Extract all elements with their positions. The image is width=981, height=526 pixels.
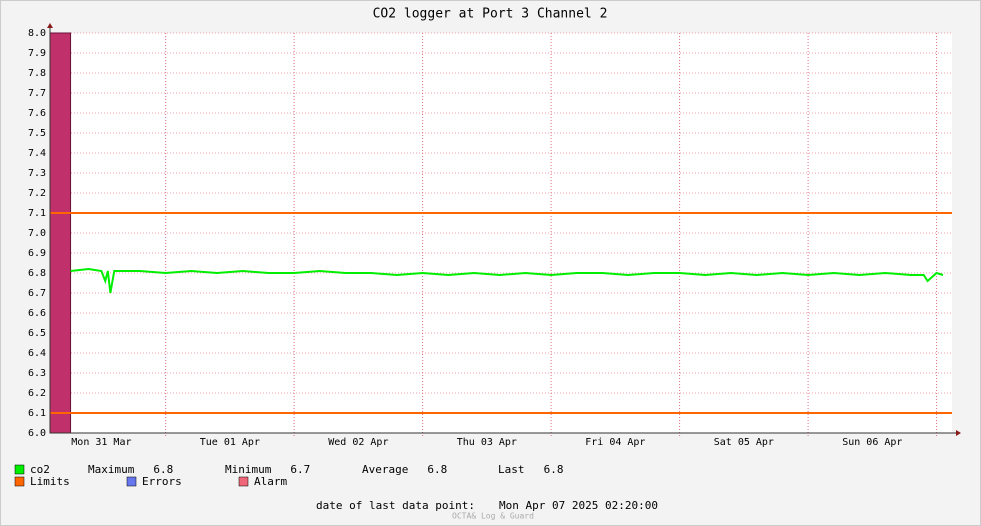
y-tick-label: 6.0 <box>28 428 46 439</box>
legend-swatch <box>14 464 25 475</box>
stat-label: Last <box>498 463 525 476</box>
y-tick-label: 6.1 <box>28 408 46 419</box>
x-tick-label: Fri 04 Apr <box>585 437 645 448</box>
x-tick-label: Sun 06 Apr <box>842 437 902 448</box>
x-tick-label: Sat 05 Apr <box>714 437 774 448</box>
x-arrow <box>956 430 961 436</box>
y-tick-label: 7.8 <box>28 68 46 79</box>
y-tick-label: 7.3 <box>28 168 46 179</box>
stat-value: 6.8 <box>427 463 447 476</box>
y-tick-label: 7.0 <box>28 228 46 239</box>
y-tick-label: 7.4 <box>28 148 46 159</box>
x-tick-label: Mon 31 Mar <box>71 437 131 448</box>
legend-swatch <box>14 476 25 487</box>
x-tick-label: Thu 03 Apr <box>457 437 517 448</box>
y-tick-label: 7.6 <box>28 108 46 119</box>
y-tick-label: 6.5 <box>28 328 46 339</box>
y-tick-label: 8.0 <box>28 28 46 39</box>
y-tick-label: 7.7 <box>28 88 46 99</box>
y-tick-label: 7.1 <box>28 208 46 219</box>
footer-value: Mon Apr 07 2025 02:20:00 <box>499 499 658 512</box>
y-tick-label: 6.6 <box>28 308 46 319</box>
stat-value: 6.7 <box>290 463 310 476</box>
watermark: OCTA& Log & Guard <box>452 512 534 521</box>
grid <box>50 32 952 436</box>
chart-title: CO2 logger at Port 3 Channel 2 <box>373 7 608 22</box>
stat-label: Maximum <box>88 463 135 476</box>
data-line <box>70 267 944 294</box>
legend-label: Alarm <box>254 475 287 488</box>
y-tick-label: 6.3 <box>28 368 46 379</box>
y-tick-label: 7.5 <box>28 128 46 139</box>
legend: co2 Maximum 6.8 Minimum 6.7 Average 6.8 Last 6.8… <box>14 463 564 488</box>
y-tick-label: 6.9 <box>28 248 46 259</box>
y-tick-label: 6.8 <box>28 268 46 279</box>
stat-value: 6.8 <box>153 463 173 476</box>
y-arrow <box>47 23 53 28</box>
stat-label: Minimum <box>225 463 272 476</box>
stat-label: Average <box>362 463 408 476</box>
x-tick-label: Tue 01 Apr <box>200 437 260 448</box>
legend-label: co2 <box>30 463 50 476</box>
legend-label: Errors <box>142 475 182 488</box>
y-tick-label: 6.2 <box>28 388 46 399</box>
legend-swatch <box>238 476 249 487</box>
marks <box>49 32 952 434</box>
y-tick-label: 7.9 <box>28 48 46 59</box>
alarm-band <box>49 32 72 434</box>
y-tick-label: 6.4 <box>28 348 46 359</box>
stat-value: 6.8 <box>544 463 564 476</box>
legend-swatch <box>126 476 137 487</box>
legend-label: Limits <box>30 475 70 488</box>
footer-label: date of last data point: <box>316 499 475 512</box>
y-tick-label: 6.7 <box>28 288 46 299</box>
x-tick-label: Wed 02 Apr <box>328 437 388 448</box>
y-tick-label: 7.2 <box>28 188 46 199</box>
